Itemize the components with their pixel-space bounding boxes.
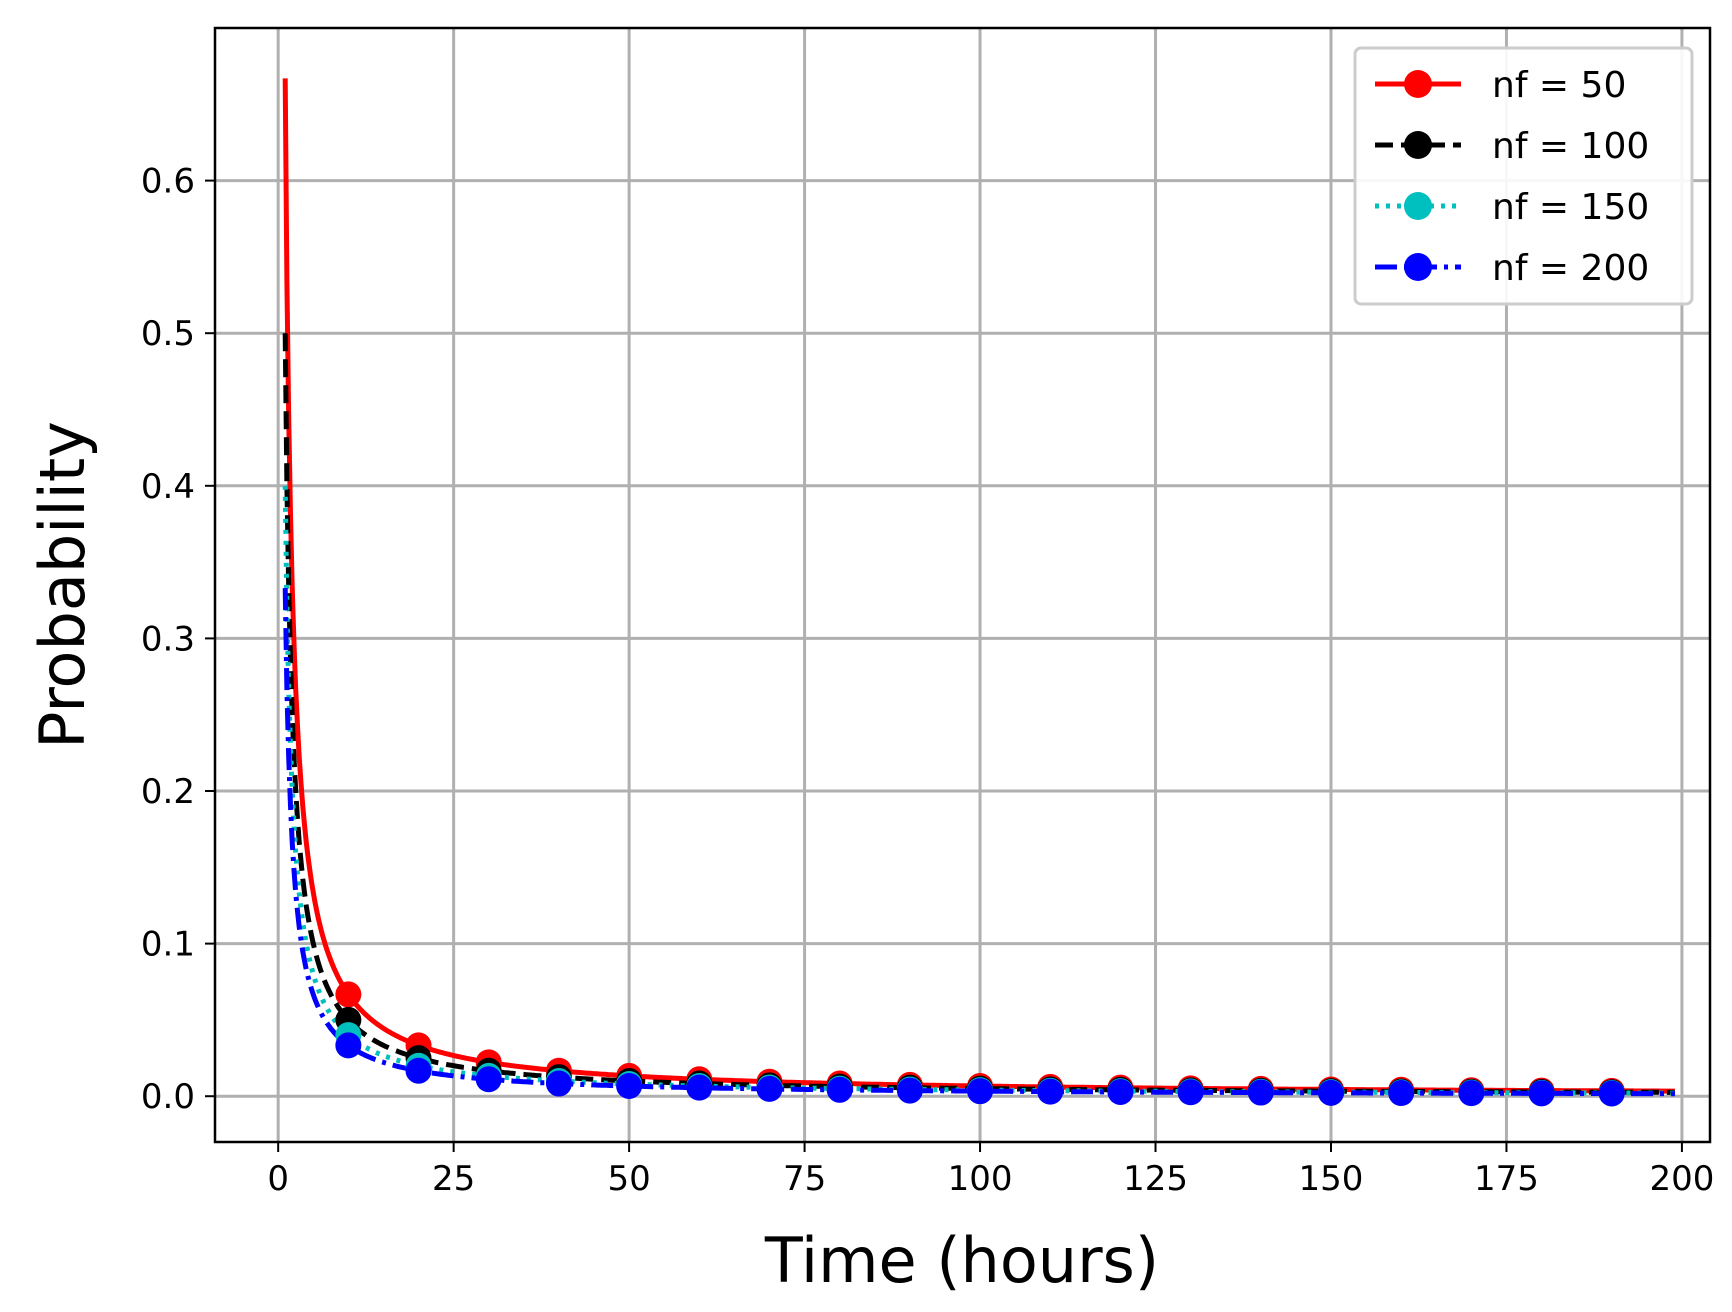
y-axis: 0.0 0.1 0.2 0.3 0.4 0.5 0.6 (141, 162, 215, 1117)
series-point (1528, 1080, 1555, 1107)
y-axis-title: Probability (26, 421, 99, 749)
series-point (616, 1072, 643, 1099)
x-tick-label: 100 (948, 1159, 1013, 1199)
y-tick-label: 0.6 (141, 162, 195, 202)
legend-marker (1404, 70, 1432, 98)
series-point (335, 981, 362, 1008)
series-point (1388, 1080, 1415, 1107)
series-point (1037, 1078, 1064, 1105)
legend-marker (1404, 131, 1432, 159)
legend-box (1353, 46, 1694, 306)
series-point (896, 1077, 923, 1104)
y-tick-label: 0.3 (141, 619, 195, 659)
y-tick-label: 0.1 (141, 925, 195, 965)
x-tick-label: 0 (267, 1159, 289, 1199)
legend-label: nf = 50 (1492, 65, 1626, 106)
series-point (1107, 1078, 1134, 1105)
series-point (405, 1057, 432, 1084)
series-point (335, 1032, 362, 1059)
y-tick-label: 0.4 (141, 467, 195, 507)
legend-label: nf = 100 (1492, 126, 1649, 167)
x-tick-label: 175 (1474, 1159, 1539, 1199)
x-tick-label: 50 (607, 1159, 650, 1199)
series-markers (335, 981, 1625, 1107)
series-point (1177, 1079, 1204, 1106)
series-point (1598, 1080, 1625, 1107)
legend: nf = 50 nf = 100 nf = 150 nf = 200 (1353, 46, 1694, 306)
y-tick-label: 0.5 (141, 314, 195, 354)
series-point (826, 1076, 853, 1103)
legend-label: nf = 200 (1492, 248, 1649, 289)
plot-frame (213, 26, 1712, 1144)
x-axis-title: Time (hours) (764, 1224, 1159, 1297)
series-point (1247, 1079, 1274, 1106)
series-point (545, 1070, 572, 1097)
x-axis: 0 25 50 75 100 125 150 175 200 (267, 1142, 1714, 1199)
series-point (1317, 1079, 1344, 1106)
x-tick-label: 200 (1649, 1159, 1714, 1199)
series-line (282, 588, 1676, 1097)
x-tick-label: 75 (783, 1159, 826, 1199)
y-tick-label: 0.0 (141, 1077, 195, 1117)
y-tick-label: 0.2 (141, 772, 195, 812)
series-point (686, 1074, 713, 1101)
x-tick-label: 25 (432, 1159, 475, 1199)
series-point (967, 1078, 994, 1105)
x-tick-label: 150 (1299, 1159, 1364, 1199)
series-point (475, 1066, 502, 1093)
series-point (1458, 1080, 1485, 1107)
x-tick-label: 125 (1123, 1159, 1188, 1199)
series-point (756, 1075, 783, 1102)
legend-marker (1404, 253, 1432, 281)
legend-marker (1404, 192, 1432, 220)
legend-label: nf = 150 (1492, 187, 1649, 228)
